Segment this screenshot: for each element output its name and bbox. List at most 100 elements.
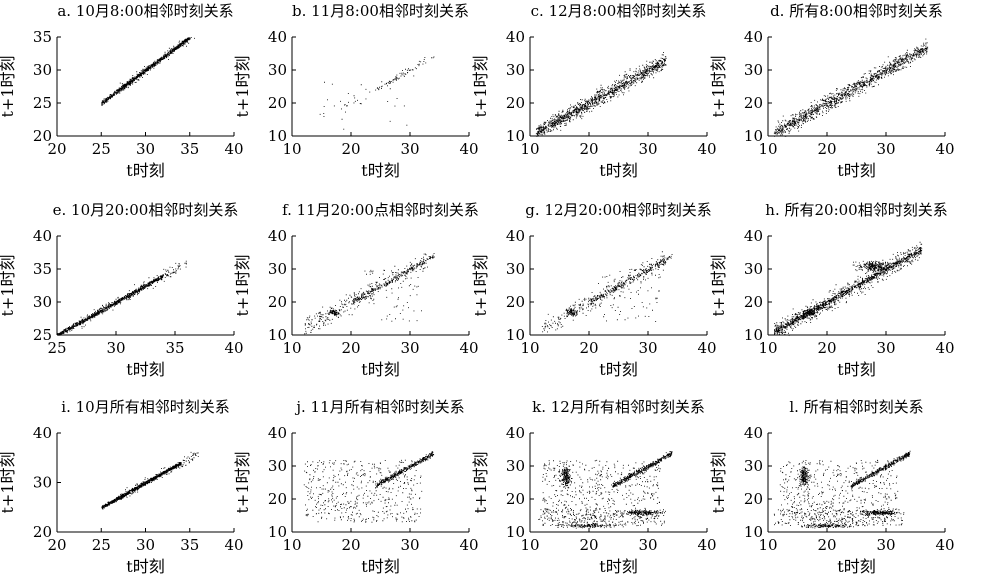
- x-tick-label: 20: [579, 140, 598, 158]
- y-axis-label: t+1时刻: [233, 55, 252, 117]
- panel-title: k. 12月所有相邻时刻关系: [532, 398, 705, 416]
- panel-b: b. 11月8:00相邻时刻关系 10 20 30 40 10 20 30 40 t时刻 t+1时刻: [233, 2, 479, 180]
- x-axis-label: t时刻: [361, 360, 399, 379]
- y-tick-label: 40: [33, 227, 52, 245]
- x-axis-label: t时刻: [126, 557, 164, 576]
- x-tick-label: 25: [92, 536, 111, 554]
- y-tick-label: 10: [744, 523, 763, 541]
- panel-e: e. 10月20:00相邻时刻关系 25 30 35 40 25 30 35 40 t时刻 t+1时…: [0, 201, 244, 379]
- x-tick-label: 30: [876, 339, 895, 357]
- y-tick-label: 30: [268, 260, 287, 278]
- x-tick-label: 40: [224, 140, 243, 158]
- x-tick-label: 20: [817, 140, 836, 158]
- x-tick-label: 30: [638, 339, 657, 357]
- y-tick-label: 35: [33, 260, 52, 278]
- scatter-points: [304, 253, 435, 335]
- y-tick-label: 10: [506, 326, 525, 344]
- x-tick-label: 10: [758, 140, 777, 158]
- scatter-points: [319, 56, 435, 130]
- x-tick-label: 40: [935, 140, 954, 158]
- x-tick-label: 20: [579, 536, 598, 554]
- y-tick-label: 20: [506, 94, 525, 112]
- y-axis-label: t+1时刻: [709, 55, 728, 117]
- x-tick-label: 30: [638, 536, 657, 554]
- scatter-points: [535, 52, 667, 137]
- x-axis-label: t时刻: [837, 161, 875, 180]
- y-axis-label: t+1时刻: [471, 254, 490, 316]
- x-tick-label: 10: [520, 140, 539, 158]
- y-tick-label: 20: [744, 293, 763, 311]
- y-tick-label: 40: [506, 28, 525, 46]
- x-axis-label: t时刻: [361, 557, 399, 576]
- y-tick-label: 25: [33, 94, 52, 112]
- y-tick-label: 35: [33, 28, 52, 46]
- x-tick-label: 10: [282, 140, 301, 158]
- y-tick-label: 30: [33, 61, 52, 79]
- panel-title: j. 11月所有相邻时刻关系: [294, 398, 464, 416]
- x-axis-label: t时刻: [837, 360, 875, 379]
- x-tick-label: 25: [47, 339, 66, 357]
- x-tick-label: 30: [136, 536, 155, 554]
- y-tick-label: 30: [268, 457, 287, 475]
- y-tick-label: 20: [744, 490, 763, 508]
- y-axis-label: t+1时刻: [471, 55, 490, 117]
- x-tick-label: 20: [47, 536, 66, 554]
- y-tick-label: 40: [506, 424, 525, 442]
- x-tick-label: 10: [520, 339, 539, 357]
- scatter-points: [101, 37, 195, 106]
- x-tick-label: 35: [180, 140, 199, 158]
- panel-f: f. 11月20:00点相邻时刻关系 10 20 30 40 10 20 30 40 t时刻 t+1…: [233, 201, 479, 379]
- y-tick-label: 30: [33, 474, 52, 492]
- scatter-points: [773, 38, 929, 137]
- panel-k: k. 12月所有相邻时刻关系 10 20 30 40 10 20 30 40 t时刻 t+1时刻: [471, 398, 717, 576]
- panel-h: h. 所有20:00相邻时刻关系 10 20 30 40 10 20 30 40 t时刻 t+1时刻: [709, 201, 955, 379]
- y-tick-label: 20: [268, 490, 287, 508]
- y-tick-label: 10: [506, 127, 525, 145]
- y-axis-label: t+1时刻: [233, 254, 252, 316]
- scatter-points: [538, 451, 673, 529]
- x-tick-label: 40: [935, 536, 954, 554]
- panel-d: d. 所有8:00相邻时刻关系 10 20 30 40 10 20 30 40 t时刻 t+1时刻: [709, 2, 955, 180]
- y-axis-label: t+1时刻: [0, 451, 17, 513]
- panel-c: c. 12月8:00相邻时刻关系 10 20 30 40 10 20 30 40 t时刻 t+1时刻: [471, 2, 717, 180]
- y-tick-label: 30: [268, 61, 287, 79]
- x-tick-label: 30: [876, 140, 895, 158]
- x-tick-label: 20: [579, 339, 598, 357]
- x-tick-label: 20: [341, 140, 360, 158]
- panel-g: g. 12月20:00相邻时刻关系 10 20 30 40 10 20 30 40 t时刻 t+1时…: [471, 201, 717, 379]
- panel-j: j. 11月所有相邻时刻关系 10 20 30 40 10 20 30 40 t时刻 t+1时刻: [233, 398, 479, 576]
- scatter-points: [541, 251, 673, 333]
- scatter-points: [101, 451, 199, 510]
- x-tick-label: 25: [92, 140, 111, 158]
- y-tick-label: 10: [744, 127, 763, 145]
- x-tick-label: 40: [935, 339, 954, 357]
- x-axis-label: t时刻: [599, 161, 637, 180]
- y-tick-label: 30: [33, 293, 52, 311]
- x-tick-label: 40: [459, 140, 478, 158]
- x-axis-label: t时刻: [361, 161, 399, 180]
- y-tick-label: 10: [268, 326, 287, 344]
- x-axis-label: t时刻: [126, 360, 164, 379]
- x-tick-label: 35: [180, 536, 199, 554]
- y-axis-label: t+1时刻: [709, 451, 728, 513]
- x-tick-label: 30: [106, 339, 125, 357]
- y-tick-label: 40: [33, 424, 52, 442]
- y-axis-label: t+1时刻: [233, 451, 252, 513]
- panel-title: b. 11月8:00相邻时刻关系: [292, 2, 469, 20]
- y-tick-label: 40: [268, 227, 287, 245]
- y-tick-label: 40: [744, 28, 763, 46]
- y-tick-label: 30: [744, 457, 763, 475]
- panel-i: i. 10月所有相邻时刻关系 20 25 30 35 40 20 30 40 t时刻 t+1时刻: [0, 398, 244, 576]
- y-tick-label: 40: [268, 424, 287, 442]
- y-tick-label: 10: [268, 523, 287, 541]
- panel-title: l. 所有相邻时刻关系: [789, 398, 923, 416]
- y-tick-label: 25: [33, 326, 52, 344]
- y-tick-label: 40: [744, 424, 763, 442]
- x-tick-label: 20: [47, 140, 66, 158]
- x-tick-label: 20: [817, 339, 836, 357]
- panel-title: d. 所有8:00相邻时刻关系: [770, 2, 943, 20]
- x-tick-label: 10: [758, 339, 777, 357]
- y-axis-label: t+1时刻: [709, 254, 728, 316]
- x-tick-label: 20: [341, 339, 360, 357]
- panel-title: c. 12月8:00相邻时刻关系: [531, 2, 707, 20]
